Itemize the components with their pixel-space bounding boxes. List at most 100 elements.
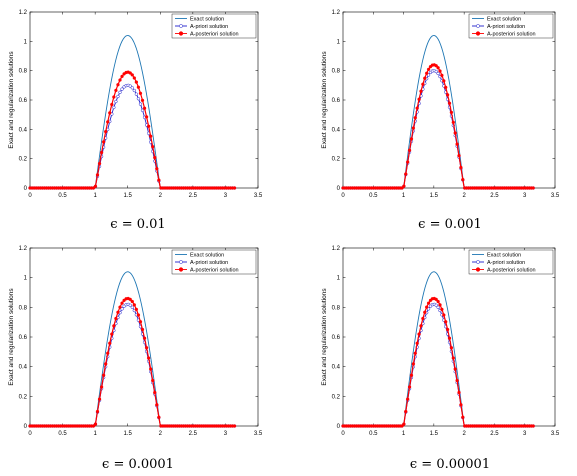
data-point	[451, 120, 455, 125]
data-point	[108, 341, 112, 345]
data-point	[421, 82, 425, 86]
x-tick-label: 2.5	[490, 431, 499, 437]
x-tick-label: 2	[462, 431, 466, 437]
y-tick-label: 0.4	[19, 127, 28, 133]
x-tick-label: 3.5	[551, 431, 560, 437]
data-point	[114, 88, 118, 93]
data-point	[406, 160, 410, 164]
series-line	[30, 35, 235, 189]
data-point	[112, 324, 116, 328]
data-point	[132, 88, 136, 93]
legend-label: A-priori solution	[487, 260, 525, 266]
data-point	[146, 124, 151, 128]
legend-swatch-marker	[476, 24, 480, 28]
data-point	[140, 327, 145, 332]
data-point	[434, 303, 438, 307]
series-2	[341, 69, 535, 190]
legend-label: A-posteriori solution	[487, 32, 536, 38]
data-point	[130, 86, 134, 90]
y-tick-label: 0.4	[19, 365, 28, 371]
y-axis-label: Exact and regularization solutions	[8, 288, 15, 386]
series-line	[343, 271, 534, 427]
x-tick-label: 1	[93, 431, 97, 437]
data-point	[140, 108, 145, 113]
x-tick-label: 0	[28, 431, 32, 437]
data-point	[411, 126, 416, 130]
data-point	[436, 66, 440, 70]
data-point	[426, 67, 431, 72]
data-point	[419, 324, 423, 328]
legend-swatch-marker	[476, 260, 480, 264]
data-point	[108, 111, 112, 115]
legend-label: A-priori solution	[190, 24, 228, 30]
legend-label: Exact solution	[190, 17, 224, 23]
x-tick-label: 3	[523, 431, 527, 437]
data-point	[110, 102, 114, 107]
x-tick-label: 0	[341, 431, 345, 437]
data-point	[104, 362, 108, 366]
y-tick-label: 1.2	[332, 10, 341, 16]
y-tick-label: 0.2	[19, 394, 28, 400]
x-tick-label: 3	[224, 431, 228, 437]
chart-panel-4: 0 0.5 1 1.5 2 2.5 3 3.5 0 0.2 0.4 0.6 0.8 1 1.2 Exact a…	[321, 246, 560, 472]
data-point	[461, 177, 465, 182]
x-tick-label: 3.5	[254, 193, 263, 199]
data-point	[153, 390, 157, 395]
data-point	[455, 378, 459, 383]
data-point	[402, 184, 406, 188]
legend-label: A-posteriori solution	[190, 32, 239, 38]
data-point	[120, 74, 124, 79]
y-tick-label: 0.4	[332, 127, 341, 133]
data-point	[116, 310, 120, 314]
data-point	[132, 303, 136, 307]
data-point	[402, 422, 406, 426]
y-tick-label: 0.6	[332, 98, 341, 104]
data-point	[95, 409, 100, 414]
legend-label: A-posteriori solution	[190, 268, 239, 274]
data-point	[457, 390, 461, 395]
x-tick-label: 2	[462, 193, 466, 199]
x-tick-label: 0.5	[369, 193, 378, 199]
data-point	[116, 83, 120, 87]
series-line	[30, 297, 235, 427]
data-point	[114, 316, 118, 321]
x-tick-label: 1.5	[124, 193, 133, 199]
y-tick-label: 1	[337, 39, 341, 45]
y-tick-label: 1	[337, 276, 341, 282]
series-3	[341, 63, 535, 190]
legend-swatch-marker	[475, 31, 481, 36]
x-tick-label: 2.5	[189, 431, 198, 437]
series-line	[343, 70, 534, 189]
x-tick-label: 1.5	[124, 431, 133, 437]
data-point	[144, 346, 149, 350]
data-point	[447, 336, 452, 340]
data-point	[106, 120, 110, 124]
data-point	[413, 351, 417, 355]
series-line	[30, 84, 235, 189]
x-tick-label: 3	[523, 193, 527, 199]
data-point	[455, 142, 459, 146]
y-tick-label: 0	[337, 186, 341, 192]
data-point	[419, 89, 423, 93]
data-point	[436, 305, 440, 309]
data-point	[151, 145, 155, 149]
data-point	[459, 165, 463, 170]
x-tick-label: 1.5	[430, 193, 439, 199]
x-tick-label: 2.5	[189, 193, 198, 199]
data-point	[423, 310, 427, 314]
data-point	[97, 397, 102, 401]
series-line	[343, 64, 534, 189]
data-point	[153, 155, 157, 160]
y-tick-label: 0.8	[332, 305, 341, 311]
data-point	[457, 153, 461, 158]
series-line	[343, 297, 534, 427]
data-point	[95, 173, 100, 177]
data-point	[438, 69, 442, 73]
y-tick-label: 1	[24, 276, 28, 282]
data-point	[444, 320, 448, 324]
legend-swatch-marker	[179, 24, 183, 28]
series-3	[28, 296, 237, 428]
data-point	[128, 303, 132, 307]
